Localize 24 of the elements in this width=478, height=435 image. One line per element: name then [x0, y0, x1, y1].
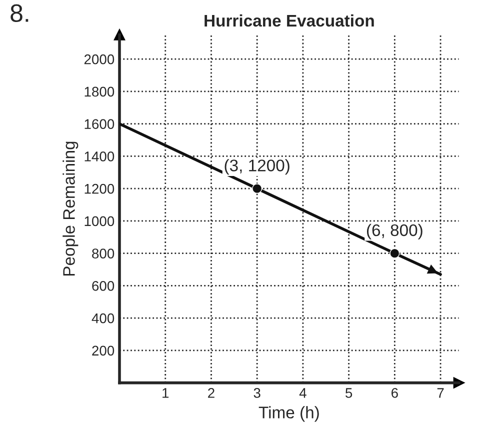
y-tick-label: 200	[92, 346, 114, 356]
y-tick-label: 1800	[84, 86, 114, 97]
y-tick-label: 1600	[84, 119, 114, 129]
x-tick-label: 7	[437, 388, 444, 398]
y-axis-title: People Remaining	[62, 142, 78, 276]
x-tick-label: 5	[346, 388, 352, 398]
y-tick-label: 1200	[84, 184, 114, 194]
y-tick-label: 1400	[84, 152, 114, 162]
y-tick-label: 800	[92, 248, 114, 258]
annotation: (3, 1200)	[224, 159, 290, 175]
y-tick-label: 1000	[84, 216, 114, 226]
y-tick-label: 600	[92, 281, 114, 291]
x-axis-title: Time (h)	[258, 406, 319, 422]
chart-title: Hurricane Evacuation	[204, 14, 374, 27]
annotation: (6, 800)	[366, 224, 422, 240]
x-tick-label: 6	[392, 388, 398, 398]
x-tick-label: 3	[254, 388, 260, 398]
text: 8.	[10, 4, 28, 22]
x-tick-label: 4	[299, 388, 306, 398]
line-series	[120, 122, 442, 276]
x-tick-label: 1	[162, 388, 169, 398]
y-tick-label: 2000	[84, 54, 114, 64]
y-tick-label: 400	[92, 313, 114, 324]
x-tick-label: 2	[208, 388, 214, 398]
